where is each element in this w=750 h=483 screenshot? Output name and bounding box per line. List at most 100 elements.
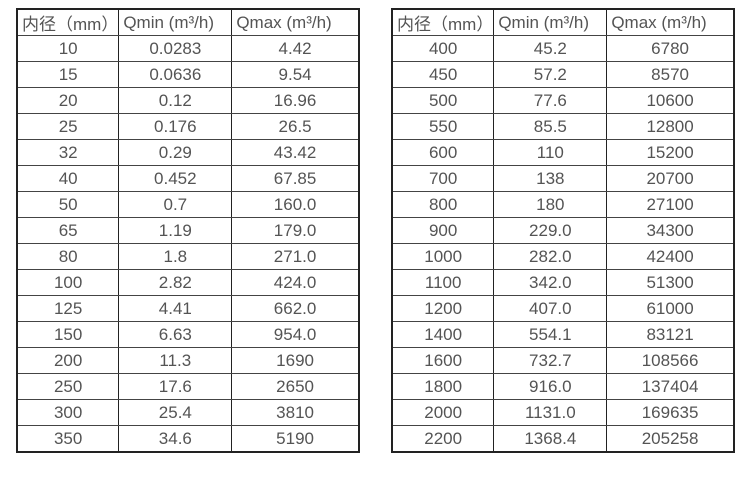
qmin-cell: 110 xyxy=(493,139,608,166)
qmin-cell: 77.6 xyxy=(493,87,608,114)
diameter-cell: 1000 xyxy=(391,243,495,270)
qmax-cell: 137404 xyxy=(606,373,735,400)
table-row: 800 180 27100 xyxy=(391,191,735,218)
qmin-cell: 11.3 xyxy=(118,347,233,374)
qmax-cell: 83121 xyxy=(606,321,735,348)
table-row: 600 110 15200 xyxy=(391,139,735,166)
qmax-cell: 67.85 xyxy=(231,165,360,192)
table-row: 10 0.0283 4.42 xyxy=(16,35,360,62)
qmin-cell: 45.2 xyxy=(493,35,608,62)
diameter-cell: 32 xyxy=(16,139,120,166)
qmax-cell: 42400 xyxy=(606,243,735,270)
flow-table-large-diameters: 内径（mm） Qmin (m³/h) Qmax (m³/h) 400 45.2 67… xyxy=(391,8,735,453)
table-row: 150 6.63 954.0 xyxy=(16,321,360,348)
qmax-cell: 20700 xyxy=(606,165,735,192)
diameter-cell: 80 xyxy=(16,243,120,270)
qmax-cell: 1690 xyxy=(231,347,360,374)
diameter-cell: 500 xyxy=(391,87,495,114)
qmax-cell: 2650 xyxy=(231,373,360,400)
table-row: 32 0.29 43.42 xyxy=(16,139,360,166)
diameter-cell: 100 xyxy=(16,269,120,296)
qmin-cell: 180 xyxy=(493,191,608,218)
table-row: 700 138 20700 xyxy=(391,165,735,192)
qmax-cell: 34300 xyxy=(606,217,735,244)
diameter-cell: 40 xyxy=(16,165,120,192)
qmin-cell: 4.41 xyxy=(118,295,233,322)
qmin-cell: 6.63 xyxy=(118,321,233,348)
diameter-cell: 1800 xyxy=(391,373,495,400)
table-row: 550 85.5 12800 xyxy=(391,113,735,140)
qmax-cell: 205258 xyxy=(606,425,735,453)
qmin-cell: 85.5 xyxy=(493,113,608,140)
diameter-cell: 1100 xyxy=(391,269,495,296)
qmin-cell: 342.0 xyxy=(493,269,608,296)
table-row: 250 17.6 2650 xyxy=(16,373,360,400)
qmin-cell: 25.4 xyxy=(118,399,233,426)
diameter-cell: 10 xyxy=(16,35,120,62)
qmin-cell: 0.0283 xyxy=(118,35,233,62)
table-row: 1200 407.0 61000 xyxy=(391,295,735,322)
diameter-cell: 450 xyxy=(391,61,495,88)
table-row: 2000 1131.0 169635 xyxy=(391,399,735,426)
header-qmin: Qmin (m³/h) xyxy=(118,8,233,36)
header-qmax: Qmax (m³/h) xyxy=(606,8,735,36)
table-row: 400 45.2 6780 xyxy=(391,35,735,62)
diameter-cell: 150 xyxy=(16,321,120,348)
qmin-cell: 0.12 xyxy=(118,87,233,114)
table-row: 1100 342.0 51300 xyxy=(391,269,735,296)
flow-table-small-diameters: 内径（mm） Qmin (m³/h) Qmax (m³/h) 10 0.0283 4… xyxy=(16,8,360,453)
qmin-cell: 0.0636 xyxy=(118,61,233,88)
diameter-cell: 2200 xyxy=(391,425,495,453)
table-row: 300 25.4 3810 xyxy=(16,399,360,426)
qmax-cell: 108566 xyxy=(606,347,735,374)
qmin-cell: 57.2 xyxy=(493,61,608,88)
table-row: 100 2.82 424.0 xyxy=(16,269,360,296)
diameter-cell: 350 xyxy=(16,425,120,453)
table-row: 1600 732.7 108566 xyxy=(391,347,735,374)
diameter-cell: 50 xyxy=(16,191,120,218)
diameter-cell: 200 xyxy=(16,347,120,374)
qmin-cell: 554.1 xyxy=(493,321,608,348)
table-row: 20 0.12 16.96 xyxy=(16,87,360,114)
qmax-cell: 3810 xyxy=(231,399,360,426)
table-row: 40 0.452 67.85 xyxy=(16,165,360,192)
table-row: 125 4.41 662.0 xyxy=(16,295,360,322)
diameter-cell: 700 xyxy=(391,165,495,192)
table-row: 200 11.3 1690 xyxy=(16,347,360,374)
header-diameter: 内径（mm） xyxy=(391,8,495,36)
qmin-cell: 407.0 xyxy=(493,295,608,322)
diameter-cell: 65 xyxy=(16,217,120,244)
qmax-cell: 27100 xyxy=(606,191,735,218)
qmax-cell: 15200 xyxy=(606,139,735,166)
diameter-cell: 400 xyxy=(391,35,495,62)
table-row: 2200 1368.4 205258 xyxy=(391,425,735,453)
diameter-cell: 300 xyxy=(16,399,120,426)
qmin-cell: 1.8 xyxy=(118,243,233,270)
qmin-cell: 1.19 xyxy=(118,217,233,244)
qmin-cell: 1131.0 xyxy=(493,399,608,426)
qmax-cell: 169635 xyxy=(606,399,735,426)
table-row: 1000 282.0 42400 xyxy=(391,243,735,270)
table-row: 65 1.19 179.0 xyxy=(16,217,360,244)
qmin-cell: 732.7 xyxy=(493,347,608,374)
qmax-cell: 51300 xyxy=(606,269,735,296)
table-row: 500 77.6 10600 xyxy=(391,87,735,114)
header-row: 内径（mm） Qmin (m³/h) Qmax (m³/h) xyxy=(391,8,735,36)
diameter-cell: 20 xyxy=(16,87,120,114)
qmax-cell: 9.54 xyxy=(231,61,360,88)
diameter-cell: 600 xyxy=(391,139,495,166)
table-row: 25 0.176 26.5 xyxy=(16,113,360,140)
qmax-cell: 271.0 xyxy=(231,243,360,270)
table-row: 1400 554.1 83121 xyxy=(391,321,735,348)
table-row: 80 1.8 271.0 xyxy=(16,243,360,270)
header-row: 内径（mm） Qmin (m³/h) Qmax (m³/h) xyxy=(16,8,360,36)
qmin-cell: 2.82 xyxy=(118,269,233,296)
qmin-cell: 0.29 xyxy=(118,139,233,166)
qmax-cell: 16.96 xyxy=(231,87,360,114)
qmax-cell: 26.5 xyxy=(231,113,360,140)
table-row: 350 34.6 5190 xyxy=(16,425,360,453)
qmax-cell: 12800 xyxy=(606,113,735,140)
table-header: 内径（mm） Qmin (m³/h) Qmax (m³/h) xyxy=(391,8,735,36)
qmin-cell: 229.0 xyxy=(493,217,608,244)
diameter-cell: 25 xyxy=(16,113,120,140)
